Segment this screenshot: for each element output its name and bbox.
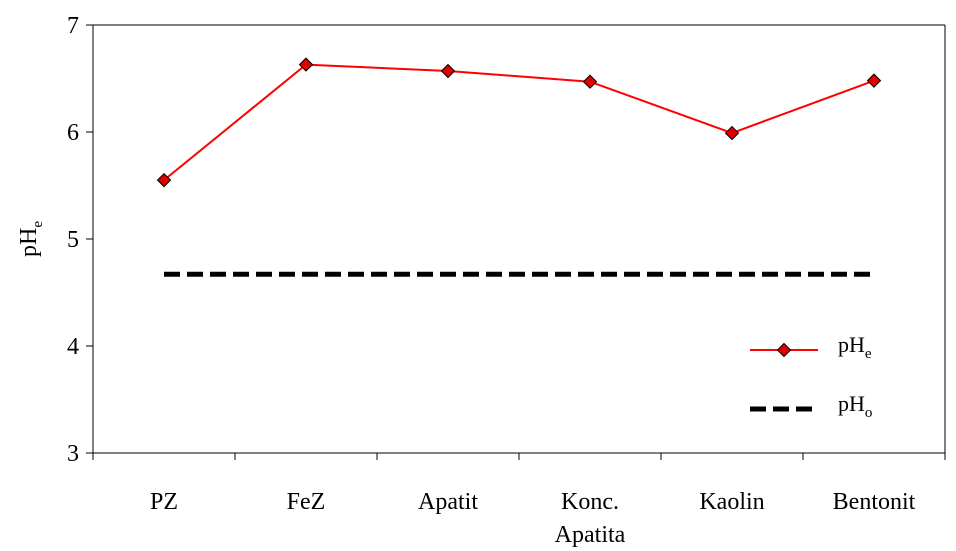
data-point <box>156 172 172 188</box>
legend: pHe pHo <box>750 332 872 421</box>
y-tick-label: 7 <box>67 13 79 39</box>
series-line-phe <box>163 63 875 181</box>
data-point <box>866 73 882 88</box>
y-tick-label: 4 <box>67 334 79 360</box>
data-point <box>298 57 314 72</box>
y-axis-title: pHe <box>16 221 46 257</box>
plot-marks <box>156 57 882 277</box>
y-tick-label: 5 <box>67 227 79 253</box>
x-tick-label: Apatit <box>418 489 478 515</box>
x-tick-label: FeZ <box>287 489 326 515</box>
axes: 3 4 5 6 7 <box>67 13 946 467</box>
x-tick-label: Kaolin <box>699 489 764 515</box>
data-point <box>582 74 598 89</box>
x-tick-label: Konc. Apatita <box>555 489 626 548</box>
legend-label: pHo <box>838 391 872 421</box>
y-tick-label: 6 <box>67 120 79 146</box>
legend-label: pHe <box>838 332 872 362</box>
legend-marker <box>776 342 792 358</box>
x-tick-label: PZ <box>150 489 178 515</box>
y-tick-label: 3 <box>67 441 79 467</box>
data-point <box>724 125 740 141</box>
data-point <box>440 63 456 79</box>
axis-labels: PZ FeZ Apatit Konc. Apatita Kaolin Bentonit pHe <box>16 221 916 548</box>
x-tick-label: Bentonit <box>833 489 916 515</box>
